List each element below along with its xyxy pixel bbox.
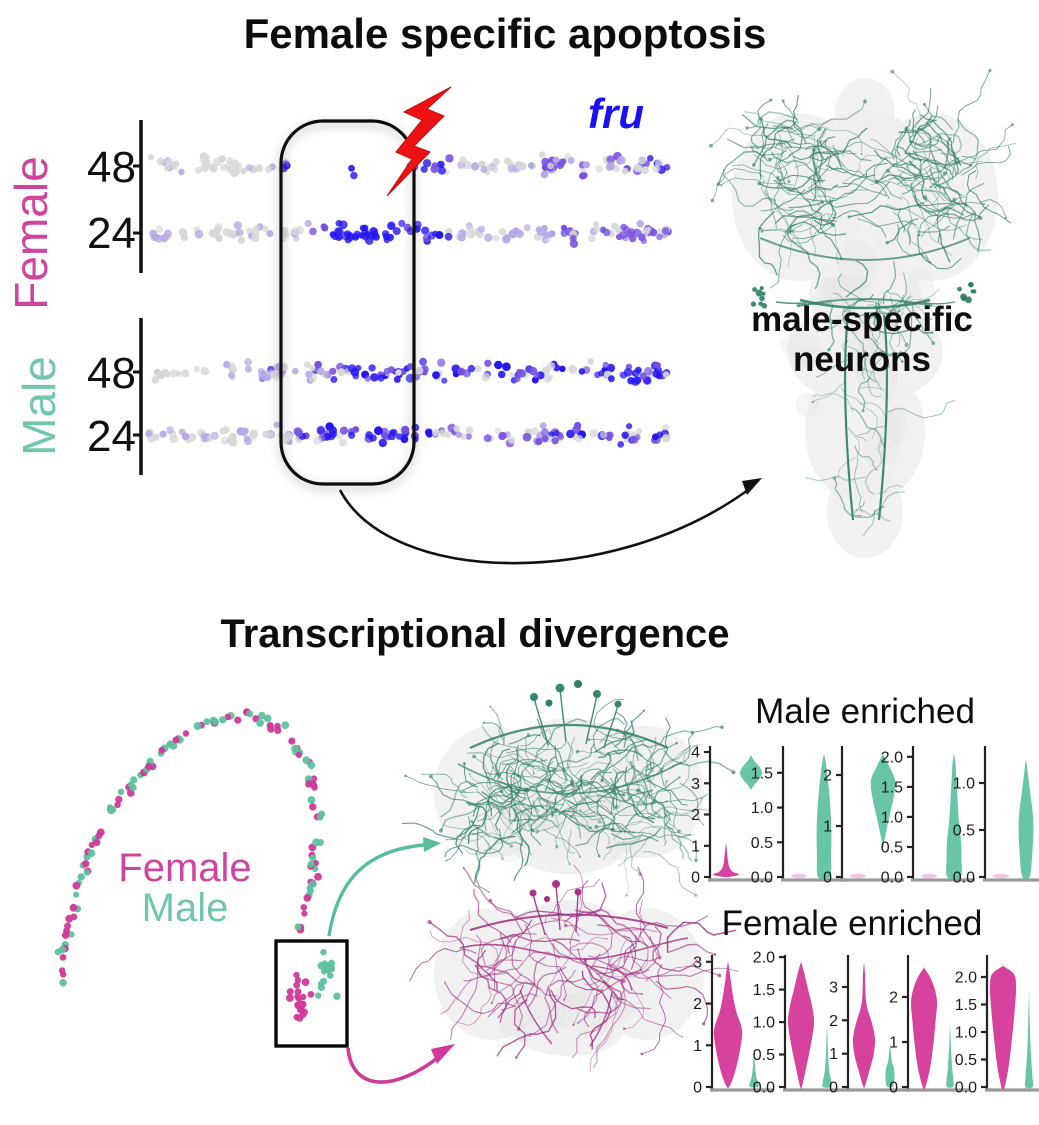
svg-text:3: 3 (693, 954, 702, 971)
svg-text:2.0: 2.0 (881, 749, 903, 766)
svg-text:1.5: 1.5 (881, 779, 903, 796)
svg-text:2: 2 (829, 1013, 838, 1030)
male-enriched-violin-plots: 0 1 2 3 4 0.0 0.5 1.0 1.5 0 1 2 0.0 0.5 1.0 1.5 2.0 0.0 0.… (691, 745, 1039, 887)
svg-text:2.0: 2.0 (955, 970, 977, 987)
svg-text:2: 2 (691, 807, 700, 824)
svg-text:1: 1 (889, 1035, 898, 1052)
svg-text:1.5: 1.5 (753, 982, 775, 999)
svg-text:1.5: 1.5 (955, 997, 977, 1014)
svg-text:1: 1 (829, 1046, 838, 1063)
umap-to-female-brain-arrow (346, 1044, 455, 1084)
svg-text:0: 0 (823, 870, 832, 887)
svg-text:1.0: 1.0 (953, 776, 975, 793)
female-24h-tick-label: 24 (87, 209, 136, 258)
svg-text:2: 2 (693, 996, 702, 1013)
strip-plot-dots (145, 151, 672, 448)
svg-text:0.0: 0.0 (753, 1080, 775, 1097)
svg-text:0.5: 0.5 (751, 835, 773, 852)
svg-text:1.0: 1.0 (751, 800, 773, 817)
male-specific-neurons-annotation: male-specific neurons (692, 300, 1032, 380)
umap-to-male-brain-arrow (327, 837, 441, 937)
svg-text:4: 4 (691, 745, 700, 762)
female-enriched-title: Female enriched (721, 904, 983, 943)
female-brain-neurons-image (409, 864, 739, 1073)
bottom-section-title: Transcriptional divergence (220, 612, 730, 656)
annotation-line2: neurons (792, 340, 932, 379)
svg-text:0.0: 0.0 (953, 870, 975, 887)
svg-text:1: 1 (693, 1038, 702, 1055)
female-48h-tick-label: 48 (87, 143, 136, 192)
svg-text:0.5: 0.5 (955, 1052, 977, 1069)
strip-male-axis-label: Male (13, 356, 65, 456)
svg-text:3: 3 (691, 776, 700, 793)
svg-text:1.5: 1.5 (751, 765, 773, 782)
female-enriched-violin-plots: 0 1 2 3 0.0 0.5 1.0 1.5 2.0 0 1 2 3 0 1 2 0.0 0.5 1.0 1.5 2.… (693, 950, 1039, 1097)
svg-text:0: 0 (691, 870, 700, 887)
umap-legend-female: Female (118, 846, 252, 890)
male-brain-neurons-image (401, 680, 736, 897)
svg-text:0: 0 (889, 1080, 898, 1097)
umap-scatter-dots (54, 708, 341, 1022)
svg-text:0.0: 0.0 (751, 870, 773, 887)
svg-text:2: 2 (889, 990, 898, 1007)
strip-plot-axes (133, 120, 143, 475)
svg-text:0.5: 0.5 (753, 1047, 775, 1064)
fru-gene-label: fru (588, 90, 644, 137)
svg-text:0.5: 0.5 (881, 840, 903, 857)
svg-text:1.0: 1.0 (955, 1025, 977, 1042)
svg-text:1.0: 1.0 (753, 1015, 775, 1032)
svg-text:1: 1 (823, 819, 832, 836)
cluster-highlight-box (279, 119, 416, 486)
lightning-bolt-icon (386, 86, 452, 197)
svg-text:2: 2 (823, 768, 832, 785)
male-cns-neurons-image (708, 68, 1016, 537)
svg-text:1: 1 (691, 838, 700, 855)
annotation-line1: male-specific (751, 300, 973, 339)
male-enriched-title: Male enriched (755, 692, 975, 731)
svg-text:0: 0 (693, 1080, 702, 1097)
top-section-title: Female specific apoptosis (243, 10, 767, 57)
umap-legend-male: Male (141, 886, 229, 930)
umap-highlight-box (274, 939, 349, 1048)
svg-text:3: 3 (829, 980, 838, 997)
svg-text:0.5: 0.5 (953, 823, 975, 840)
svg-text:1.0: 1.0 (881, 809, 903, 826)
male-24h-tick-label: 24 (87, 412, 136, 461)
svg-text:0.0: 0.0 (881, 870, 903, 887)
svg-text:0.0: 0.0 (955, 1080, 977, 1097)
male-48h-tick-label: 48 (87, 349, 136, 398)
svg-text:2.0: 2.0 (753, 950, 775, 967)
svg-text:0: 0 (829, 1080, 838, 1097)
cluster-to-neurons-arrow (338, 478, 762, 565)
